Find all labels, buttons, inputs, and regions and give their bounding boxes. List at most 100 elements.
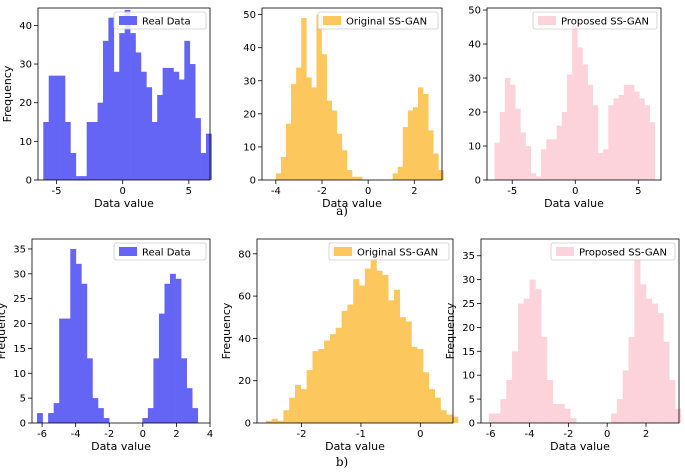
x-tick-label: -5 xyxy=(52,186,62,197)
histogram-bar xyxy=(158,313,165,423)
histogram-bar xyxy=(151,122,158,180)
y-tick-label: 80 xyxy=(238,249,251,260)
histogram-bar xyxy=(663,341,670,423)
histogram-bar xyxy=(364,268,371,423)
histogram-bar xyxy=(275,173,282,180)
histogram-bar xyxy=(178,79,185,180)
histogram-bar xyxy=(434,397,441,423)
histogram-bar xyxy=(92,122,98,180)
histogram-bar xyxy=(504,78,511,180)
axes-frame xyxy=(37,7,211,181)
x-axis-label: Data value xyxy=(544,197,604,210)
legend-label: Original SS-GAN xyxy=(357,248,438,259)
y-tick-label: 0 xyxy=(475,176,481,187)
y-tick-label: 25 xyxy=(13,294,26,305)
axes-frame xyxy=(261,7,443,181)
histogram-bar xyxy=(124,9,131,181)
chart-b2: -2 -1 0 0 20 40 60 80 Data value Frequency Origina… xyxy=(220,238,459,453)
histogram-bar xyxy=(597,152,604,180)
histogram-bar xyxy=(440,410,447,423)
histogram-bar xyxy=(370,253,377,423)
y-axis-label: Frequency xyxy=(220,302,233,359)
histogram-bar xyxy=(184,40,191,180)
histogram-bar xyxy=(546,139,552,180)
axes-frame xyxy=(256,238,454,424)
x-axis-label: Data value xyxy=(94,197,154,210)
histogram-bar xyxy=(587,84,594,180)
histogram-bar xyxy=(402,127,409,180)
histogram-bar xyxy=(162,67,169,180)
histogram-bar xyxy=(616,399,623,423)
histogram-bar xyxy=(564,408,571,423)
histogram-bar xyxy=(81,176,87,180)
histogram-bar xyxy=(628,84,635,180)
y-tick-label: 20 xyxy=(243,109,256,120)
histogram-bar xyxy=(341,150,348,180)
y-tick-label: 10 xyxy=(468,142,481,153)
x-tick-label: 0 xyxy=(572,186,578,197)
legend-label: Original SS-GAN xyxy=(346,17,427,28)
axes-frame xyxy=(486,7,662,181)
histogram-bar xyxy=(603,149,609,180)
histogram-bar xyxy=(326,100,332,180)
caption-a: a) xyxy=(336,204,348,218)
histogram-bar xyxy=(623,84,630,180)
histogram-bar xyxy=(97,408,104,423)
histogram-bar xyxy=(506,379,513,423)
histogram-bar xyxy=(551,139,557,180)
histogram-bar xyxy=(324,340,331,423)
histogram-bar xyxy=(566,74,573,180)
histogram-bar xyxy=(200,152,207,180)
histogram-bar xyxy=(335,327,342,423)
histogram-bar xyxy=(283,410,290,423)
histogram-bar xyxy=(153,358,160,423)
y-axis-label: Frequency xyxy=(444,302,457,359)
histogram-bar xyxy=(108,17,115,180)
histogram-bar xyxy=(306,370,313,423)
histogram-bar xyxy=(75,176,82,180)
histogram-bar xyxy=(428,389,436,423)
histogram-bar xyxy=(535,289,542,423)
y-tick-label: 30 xyxy=(243,76,256,87)
histogram-bar xyxy=(164,283,171,423)
histogram-bar xyxy=(438,170,444,180)
histogram-bar xyxy=(494,142,501,180)
y-tick-label: 0 xyxy=(26,176,32,187)
histogram-bar xyxy=(353,279,360,423)
x-tick-label: 0 xyxy=(365,186,371,197)
histogram-bar xyxy=(407,110,414,180)
legend-box xyxy=(532,11,658,30)
histogram-bar xyxy=(611,413,618,423)
histogram-bar xyxy=(547,379,554,423)
histogram-bar xyxy=(488,413,495,423)
histogram-bar xyxy=(494,413,501,423)
x-tick-label: -6 xyxy=(486,429,496,440)
legend-swatch xyxy=(334,247,352,256)
histogram-bar xyxy=(640,284,647,423)
histogram-bar xyxy=(189,64,196,180)
y-tick-label: 15 xyxy=(462,347,475,358)
histogram-bar xyxy=(572,20,578,180)
x-axis-label: Data value xyxy=(325,440,385,453)
histogram-bar xyxy=(146,87,153,180)
x-axis-label: Data value xyxy=(91,440,151,453)
histogram-bar xyxy=(357,176,363,180)
x-tick-label: -4 xyxy=(525,429,535,440)
y-tick-label: 15 xyxy=(13,344,26,355)
x-tick-label: 2 xyxy=(411,186,417,197)
histogram-bar xyxy=(321,54,327,181)
histogram-bar xyxy=(639,98,645,180)
histogram-bar xyxy=(130,33,136,181)
histogram-bar xyxy=(646,298,653,423)
histogram-bar xyxy=(291,84,297,180)
x-tick-label: 2 xyxy=(173,429,179,440)
histogram-bar xyxy=(92,398,99,423)
y-tick-label: 5 xyxy=(469,395,475,406)
histogram-bar xyxy=(86,122,93,180)
x-tick-label: 0 xyxy=(119,186,125,197)
y-tick-label: 10 xyxy=(462,371,475,382)
histogram-bar xyxy=(669,379,676,423)
histogram-bar xyxy=(388,300,395,423)
